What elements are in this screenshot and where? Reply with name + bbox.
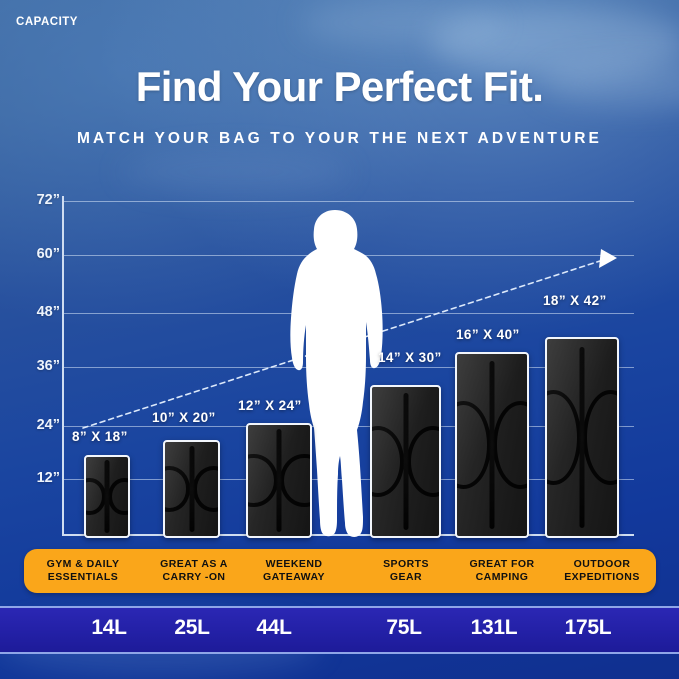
y-axis-line	[62, 196, 64, 536]
capacity-value: 175L	[564, 616, 612, 639]
bag-sheen	[547, 339, 617, 536]
use-case-item: GYM & DAILY ESSENTIALS	[46, 557, 120, 583]
bag-sheen	[372, 387, 439, 536]
bag-bar[interactable]	[370, 385, 441, 538]
bag-size-label: 14” X 30”	[378, 350, 442, 365]
bag-size-label: 18” X 42”	[543, 293, 607, 308]
bag-size-label: 12” X 24”	[238, 398, 302, 413]
bag-size-label: 10” X 20”	[152, 410, 216, 425]
bag-bar[interactable]	[84, 455, 130, 538]
use-case-item: GREAT AS A CARRY -ON	[160, 557, 228, 583]
bag-size-label: 8” X 18”	[72, 429, 128, 444]
bag-arc-left-icon	[165, 466, 191, 512]
bag-bar[interactable]	[163, 440, 220, 538]
bag-strap-icon	[489, 361, 495, 529]
use-case-band	[24, 549, 656, 593]
gridline	[64, 201, 634, 202]
capacity-value: 75L	[386, 616, 422, 639]
page-subtitle: MATCH YOUR BAG TO YOUR THE NEXT ADVENTUR…	[77, 130, 602, 147]
page-title: Find Your Perfect Fit.	[135, 63, 544, 110]
bag-arc-right-icon	[192, 466, 218, 512]
human-silhouette-icon	[290, 210, 383, 537]
capacity-value: 131L	[470, 616, 518, 639]
bag-sheen	[457, 354, 527, 536]
bag-strap-icon	[579, 346, 585, 529]
use-case-item: SPORTS GEAR	[383, 557, 429, 583]
y-axis-tick: 12”	[36, 470, 60, 486]
bag-arc-left-icon	[86, 477, 107, 516]
use-case-item: GREAT FOR CAMPING	[469, 557, 535, 583]
y-axis-tick: 24”	[36, 417, 60, 433]
bag-strap-icon	[104, 460, 110, 533]
capacity-label: CAPACITY	[16, 16, 78, 28]
bag-bar[interactable]	[246, 423, 312, 538]
bag-bar[interactable]	[455, 352, 529, 538]
bag-strap-icon	[276, 429, 282, 532]
x-axis-baseline	[62, 534, 634, 536]
y-axis-tick: 72”	[36, 192, 60, 208]
capacity-band	[0, 606, 679, 654]
bag-arc-right-icon	[107, 477, 128, 516]
bag-arc-right-icon	[280, 453, 310, 508]
bag-bar[interactable]	[545, 337, 619, 538]
bag-size-label: 16” X 40”	[456, 327, 520, 342]
use-case-item: WEEKEND GATEAWAY	[263, 557, 325, 583]
bag-sheen	[86, 457, 128, 536]
capacity-value: 14L	[91, 616, 127, 639]
use-case-item: OUTDOOR EXPEDITIONS	[564, 557, 640, 583]
bag-strap-icon	[403, 392, 408, 531]
capacity-value: 25L	[174, 616, 210, 639]
y-axis-tick: 60”	[36, 246, 60, 262]
y-axis-tick: 48”	[36, 304, 60, 320]
capacity-value: 44L	[256, 616, 292, 639]
bag-sheen	[248, 425, 310, 536]
bag-strap-icon	[189, 445, 194, 533]
y-axis-tick: 36”	[36, 358, 60, 374]
bag-sheen	[165, 442, 218, 536]
